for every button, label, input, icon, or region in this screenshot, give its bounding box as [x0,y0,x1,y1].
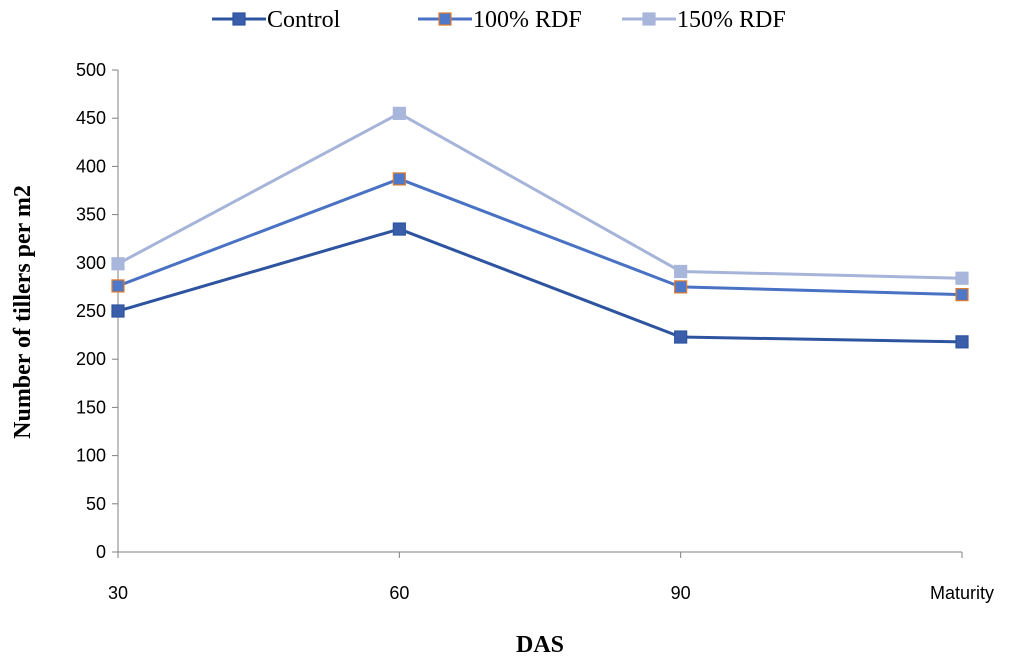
series-line [117,177,963,297]
legend-label: Control [267,7,341,33]
x-tick-label: Maturity [930,583,994,603]
data-point-marker [674,264,688,279]
x-tick-label: 90 [671,583,691,603]
y-tick-label: 300 [76,253,106,273]
legend-item: 100% RDF [418,7,582,33]
data-point-marker [111,257,125,271]
y-tick-label: 350 [76,205,106,225]
series-line [117,111,963,280]
data-point-marker [674,330,688,344]
y-tick-label: 100 [76,446,106,466]
y-tick-label: 50 [86,494,106,514]
data-point-marker [111,304,125,318]
data-point-marker [674,280,688,294]
x-tick-label: 60 [389,583,409,603]
y-axis: 0 50 100 150 200 250 300 350 400 450 500 [76,60,119,562]
legend-marker [642,12,656,26]
x-tick-label: 30 [108,583,128,603]
y-tick-label: 400 [76,156,106,176]
legend-marker [438,12,452,26]
data-point-marker [955,288,969,302]
series-line [117,227,963,344]
legend-item: Control [212,7,341,33]
data-point-marker [392,172,406,186]
y-tick-label: 150 [76,397,106,417]
legend-item: 150% RDF [622,7,786,33]
series-control [111,222,969,349]
y-axis-title: Number of tillers per m2 [10,185,36,439]
y-tick-label: 500 [76,60,106,80]
legend-label: 150% RDF [677,7,786,33]
legend-label: 100% RDF [473,7,582,33]
legend-marker [232,12,246,26]
series-100-rdf [111,172,969,302]
x-axis: 30 60 90 Maturity [108,551,994,603]
y-tick-label: 200 [76,349,106,369]
legend: Control 100% RDF 150% RDF [212,7,786,33]
series-layer [111,106,969,349]
x-axis-title: DAS [516,632,564,658]
data-point-marker [955,271,969,285]
data-point-marker [392,106,406,120]
data-point-marker [111,279,125,293]
data-point-marker [955,335,969,349]
series-150-rdf [111,106,969,285]
y-tick-label: 450 [76,108,106,128]
y-tick-label: 250 [76,301,106,321]
data-point-marker [392,222,406,236]
y-tick-label: 0 [96,542,106,562]
